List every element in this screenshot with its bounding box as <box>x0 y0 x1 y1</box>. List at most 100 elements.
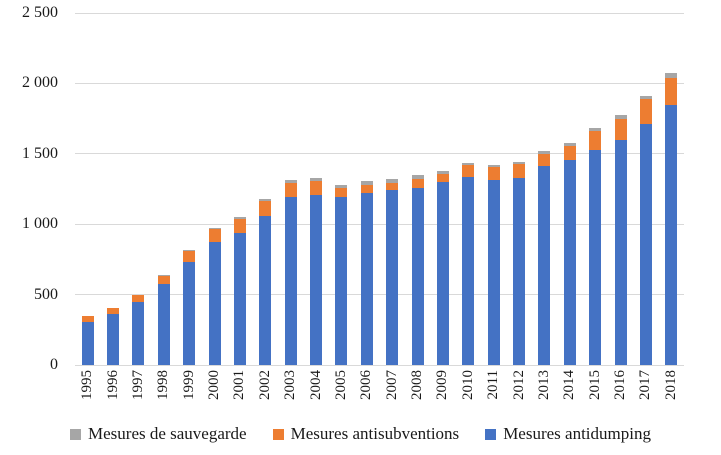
x-tick-text: 2017 <box>637 370 654 400</box>
bar-segment-sauvegarde <box>157 274 170 276</box>
legend: Mesures de sauvegarde Mesures antisubven… <box>0 424 721 444</box>
bar-segment-antisubventions <box>513 164 526 179</box>
bar-segment-antisubventions <box>360 184 373 193</box>
x-tick-label-2008: 2008 <box>405 370 430 412</box>
bar-segment-antisubventions <box>563 146 576 161</box>
bar-segment-sauvegarde <box>386 179 399 184</box>
x-tick-label-2007: 2007 <box>380 370 405 412</box>
bar-segment-sauvegarde <box>411 174 424 180</box>
bar-segment-sauvegarde <box>233 217 246 219</box>
x-tick-label-2015: 2015 <box>583 370 608 412</box>
gridline <box>75 82 684 84</box>
bar-segment-antidumping <box>665 105 678 365</box>
bar-segment-sauvegarde <box>614 115 627 119</box>
x-tick-label-1996: 1996 <box>100 370 125 412</box>
x-tick-label-2000: 2000 <box>202 370 227 412</box>
x-tick-label-2005: 2005 <box>329 370 354 412</box>
stacked-bar-2017 <box>639 96 652 365</box>
x-tick-label-2009: 2009 <box>430 370 455 412</box>
bar-slot-2017 <box>633 13 658 365</box>
stacked-bar-2018 <box>665 72 678 365</box>
stacked-bar-1995 <box>81 315 94 365</box>
x-tick-text: 2007 <box>383 370 400 400</box>
x-tick-text: 2008 <box>409 370 426 400</box>
bar-segment-antisubventions <box>462 165 475 178</box>
x-tick-text: 2012 <box>510 370 527 400</box>
x-tick-text: 2009 <box>434 370 451 400</box>
x-tick-label-2011: 2011 <box>481 370 506 412</box>
stacked-bar-1997 <box>132 294 145 365</box>
bar-segment-antidumping <box>233 232 246 365</box>
bar-segment-antidumping <box>386 190 399 365</box>
bar-segment-antisubventions <box>284 182 297 198</box>
gridline <box>75 364 684 366</box>
bar-segment-antidumping <box>157 284 170 365</box>
bar-segment-antisubventions <box>183 250 196 263</box>
stacked-bar-2012 <box>513 161 526 365</box>
x-tick-label-2016: 2016 <box>608 370 633 412</box>
bar-segment-antidumping <box>538 166 551 365</box>
stacked-bar-2013 <box>538 151 551 365</box>
gridline <box>75 223 684 225</box>
x-tick-text: 1996 <box>104 370 121 400</box>
plot-area <box>75 12 684 366</box>
bar-slot-2006 <box>354 13 379 365</box>
bars-layer <box>75 13 684 365</box>
bar-segment-sauvegarde <box>310 177 323 181</box>
bar-slot-1997 <box>126 13 151 365</box>
bar-segment-antisubventions <box>208 229 221 242</box>
x-tick-label-2001: 2001 <box>227 370 252 412</box>
bar-slot-2004 <box>303 13 328 365</box>
x-tick-text: 1997 <box>129 370 146 400</box>
bar-slot-2008 <box>405 13 430 365</box>
x-tick-label-2018: 2018 <box>659 370 684 412</box>
stacked-bar-2014 <box>563 143 576 365</box>
bar-segment-antisubventions <box>386 183 399 191</box>
x-tick-label-1995: 1995 <box>75 370 100 412</box>
bar-segment-antidumping <box>259 215 272 365</box>
stacked-bar-2015 <box>589 127 602 365</box>
bar-segment-antisubventions <box>665 78 678 106</box>
x-tick-text: 2014 <box>561 370 578 400</box>
gray-square-icon <box>70 428 81 440</box>
stacked-bar-2016 <box>614 115 627 365</box>
stacked-bar-2003 <box>284 179 297 365</box>
bar-slot-2012 <box>506 13 531 365</box>
bar-slot-2009 <box>430 13 455 365</box>
bar-segment-antisubventions <box>132 294 145 302</box>
bar-slot-2016 <box>608 13 633 365</box>
bar-segment-antisubventions <box>157 275 170 285</box>
y-tick-label: 500 <box>34 285 58 303</box>
bar-segment-antidumping <box>107 314 120 365</box>
bar-slot-2002 <box>253 13 278 365</box>
bar-segment-antisubventions <box>589 130 602 150</box>
bar-slot-2001 <box>227 13 252 365</box>
orange-square-icon <box>272 428 284 440</box>
x-tick-label-1999: 1999 <box>177 370 202 412</box>
bar-segment-antisubventions <box>107 307 120 315</box>
bar-segment-sauvegarde <box>589 127 602 131</box>
bar-segment-sauvegarde <box>513 161 526 165</box>
bar-segment-antisubventions <box>81 315 94 323</box>
stacked-bar-1996 <box>107 307 120 365</box>
x-tick-text: 1995 <box>79 370 96 400</box>
bar-segment-antisubventions <box>233 218 246 233</box>
bar-segment-sauvegarde <box>284 179 297 183</box>
bar-slot-1996 <box>100 13 125 365</box>
stacked-bar-2011 <box>487 165 500 365</box>
bar-segment-sauvegarde <box>462 162 475 166</box>
x-tick-text: 2016 <box>612 370 629 400</box>
bar-slot-2007 <box>380 13 405 365</box>
bar-segment-antisubventions <box>436 174 449 182</box>
x-tick-label-2017: 2017 <box>633 370 658 412</box>
x-tick-text: 2010 <box>459 370 476 400</box>
x-tick-label-2004: 2004 <box>303 370 328 412</box>
x-tick-text: 2004 <box>307 370 324 400</box>
bar-slot-2015 <box>583 13 608 365</box>
x-tick-text: 2018 <box>662 370 679 400</box>
y-tick-label: 1 000 <box>22 215 58 233</box>
bar-slot-2013 <box>532 13 557 365</box>
stacked-bar-2007 <box>386 179 399 365</box>
y-tick-label: 2 500 <box>22 4 58 21</box>
bar-segment-antisubventions <box>310 180 323 196</box>
